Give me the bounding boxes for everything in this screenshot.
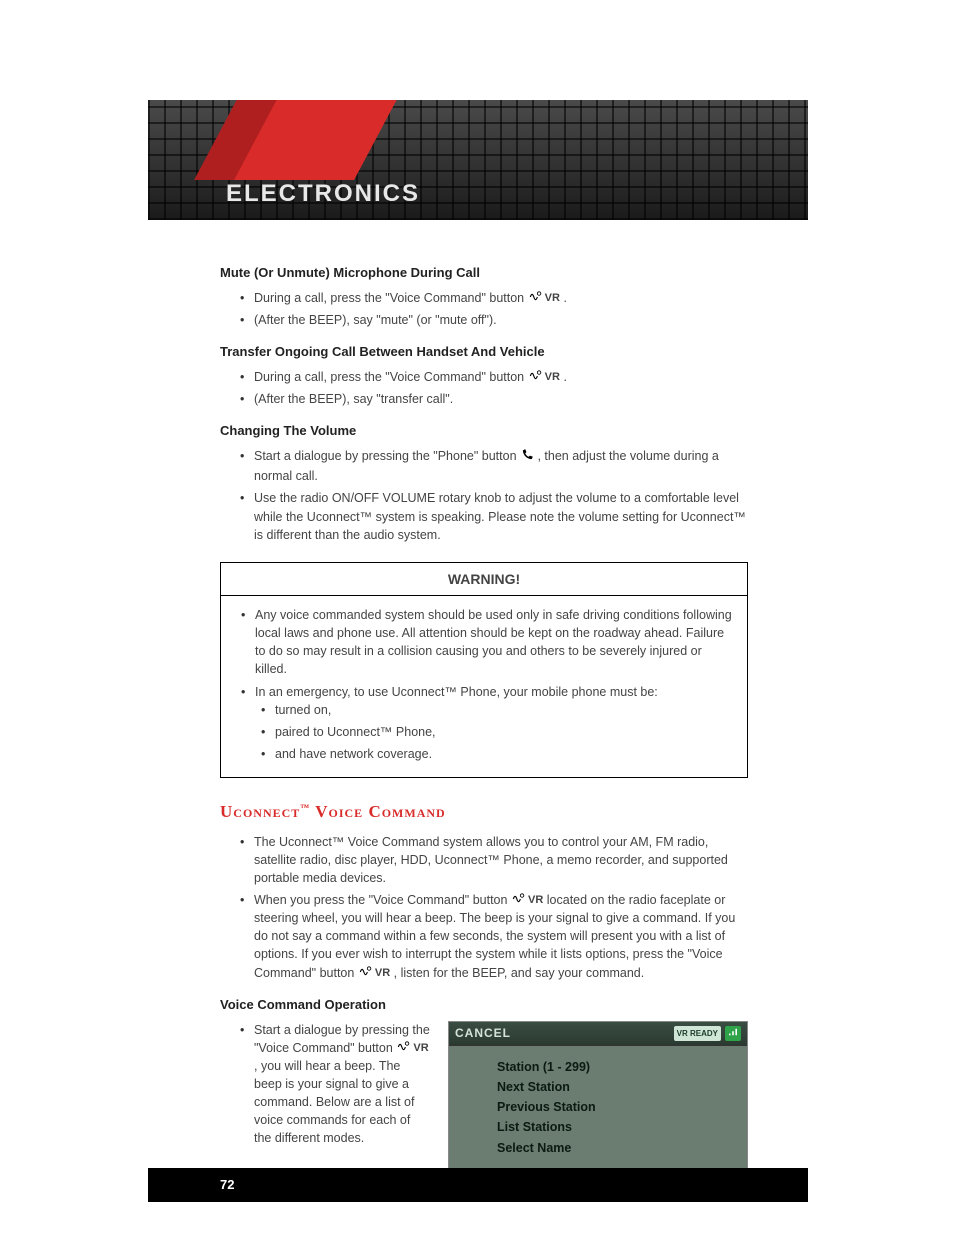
hmi-menu-list: Station (1 - 299) Next Station Previous … [449,1046,747,1183]
volume-heading: Changing The Volume [220,422,748,441]
voice-command-icon: VR [528,369,560,386]
page: ELECTRONICS Mute (Or Unmute) Microphone … [148,100,808,1184]
hmi-menu-item[interactable]: Next Station [497,1078,747,1096]
volume-item-2: Use the radio ON/OFF VOLUME rotary knob … [240,489,748,543]
transfer-list: During a call, press the "Voice Command"… [240,368,748,408]
warning-sub-1: turned on, [261,701,733,719]
hmi-menu-item[interactable]: Previous Station [497,1098,747,1116]
vr-label: VR [375,967,390,979]
hmi-status-badges: VR READY [674,1026,741,1042]
warning-title: WARNING! [221,563,747,596]
warning-item-2: In an emergency, to use Uconnect™ Phone,… [241,683,733,764]
transfer-item-1: During a call, press the "Voice Command"… [240,368,748,386]
hmi-menu-item[interactable]: List Stations [497,1118,747,1136]
voice-command-icon: VR [528,290,560,307]
operation-heading: Voice Command Operation [220,996,748,1015]
mute-item-1: During a call, press the "Voice Command"… [240,289,748,307]
page-number: 72 [220,1177,234,1192]
text: . [563,291,566,305]
text: , you will hear a beep. The beep is your… [254,1059,415,1146]
page-content: Mute (Or Unmute) Microphone During Call … [148,220,808,1184]
voice-command-list: The Uconnect™ Voice Command system allow… [240,833,748,982]
warning-sublist: turned on, paired to Uconnect™ Phone, an… [261,701,733,763]
phone-icon [520,448,534,467]
mute-heading: Mute (Or Unmute) Microphone During Call [220,264,748,283]
hmi-screenshot: CANCEL VR READY Station (1 - 299) Next S… [448,1021,748,1184]
transfer-heading: Transfer Ongoing Call Between Handset An… [220,343,748,362]
vr-label: VR [545,292,560,304]
voice-command-icon: VR [396,1040,428,1057]
text: , listen for the BEEP, and say your comm… [394,966,645,980]
warning-box: WARNING! Any voice commanded system shou… [220,562,748,778]
vc-item-1: The Uconnect™ Voice Command system allow… [240,833,748,887]
warning-list: Any voice commanded system should be use… [241,606,733,763]
text: During a call, press the "Voice Command"… [254,291,528,305]
operation-right: CANCEL VR READY Station (1 - 299) Next S… [448,1021,748,1184]
voice-command-section-title: Uconnect™ Voice Command [220,800,748,825]
operation-list: Start a dialogue by pressing the "Voice … [240,1021,430,1148]
header-banner: ELECTRONICS [148,100,808,220]
hmi-vr-ready-badge: VR READY [674,1026,721,1042]
operation-item-1: Start a dialogue by pressing the "Voice … [240,1021,430,1148]
hmi-menu-item[interactable]: Station (1 - 299) [497,1058,747,1076]
vr-label: VR [528,894,543,906]
hmi-signal-icon [725,1026,741,1042]
text: Start a dialogue by pressing the "Phone"… [254,449,520,463]
hmi-cancel-button[interactable]: CANCEL [455,1025,511,1042]
voice-command-icon: VR [358,965,390,982]
vr-label: VR [413,1042,428,1054]
operation-left: Start a dialogue by pressing the "Voice … [220,1021,430,1152]
mute-list: During a call, press the "Voice Command"… [240,289,748,329]
volume-list: Start a dialogue by pressing the "Phone"… [240,447,748,544]
text: When you press the "Voice Command" butto… [254,893,511,907]
operation-row: Start a dialogue by pressing the "Voice … [220,1021,748,1184]
text: During a call, press the "Voice Command"… [254,370,528,384]
hmi-menu-item[interactable]: Select Name [497,1139,747,1157]
transfer-item-2: (After the BEEP), say "transfer call". [240,390,748,408]
warning-sub-2: paired to Uconnect™ Phone, [261,723,733,741]
warning-item-1: Any voice commanded system should be use… [241,606,733,679]
hmi-top-bar: CANCEL VR READY [449,1022,747,1046]
mute-item-2: (After the BEEP), say "mute" (or "mute o… [240,311,748,329]
page-footer: 72 [148,1168,808,1202]
text: In an emergency, to use Uconnect™ Phone,… [255,685,658,699]
vr-label: VR [545,371,560,383]
warning-sub-3: and have network coverage. [261,745,733,763]
vc-item-2: When you press the "Voice Command" butto… [240,891,748,982]
volume-item-1: Start a dialogue by pressing the "Phone"… [240,447,748,485]
voice-command-icon: VR [511,892,543,909]
banner-title: ELECTRONICS [226,180,420,208]
text: . [563,370,566,384]
